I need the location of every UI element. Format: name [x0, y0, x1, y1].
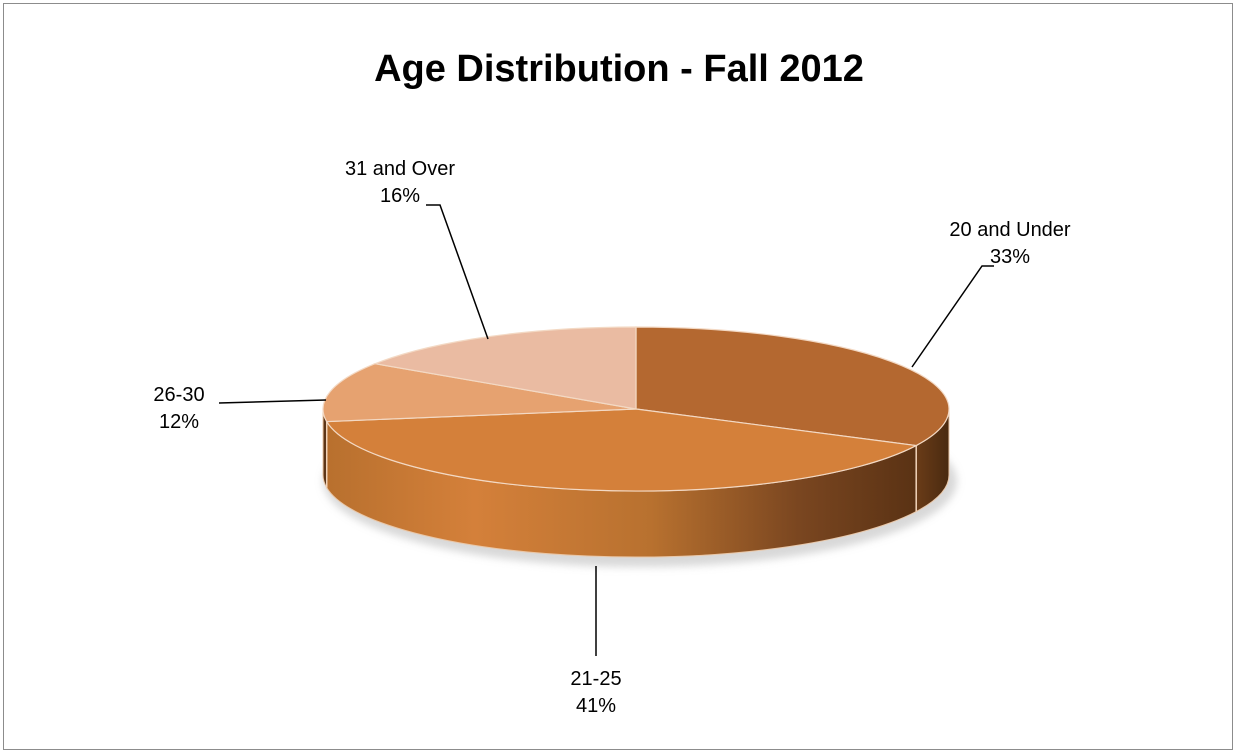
slice-label: 20 and Under: [949, 219, 1071, 241]
pie-slice-2: [322, 363, 637, 423]
slice-value-label: 41%: [576, 695, 616, 717]
leader-line-0: [911, 265, 994, 368]
leader-line-3: [426, 204, 489, 340]
slice-label: 26-30: [153, 384, 204, 406]
chart-area: Age Distribution - Fall 2012 20 and Unde…: [3, 3, 1233, 750]
pie-slice-1: [325, 408, 919, 492]
pie-chart: 20 and Under 33% 21-25 41% 26-30 12% 31 and Ov…: [153, 158, 1071, 717]
slice-value-label: 33%: [990, 246, 1030, 268]
slice-label: 21-25: [570, 668, 621, 690]
slice-label: 31 and Over: [345, 158, 455, 180]
chart-title: Age Distribution - Fall 2012: [374, 48, 864, 90]
slice-value-label: 16%: [380, 185, 420, 207]
pie-slice-0: [635, 326, 950, 447]
leader-line-2: [218, 399, 327, 404]
slice-value-label: 12%: [159, 411, 199, 433]
